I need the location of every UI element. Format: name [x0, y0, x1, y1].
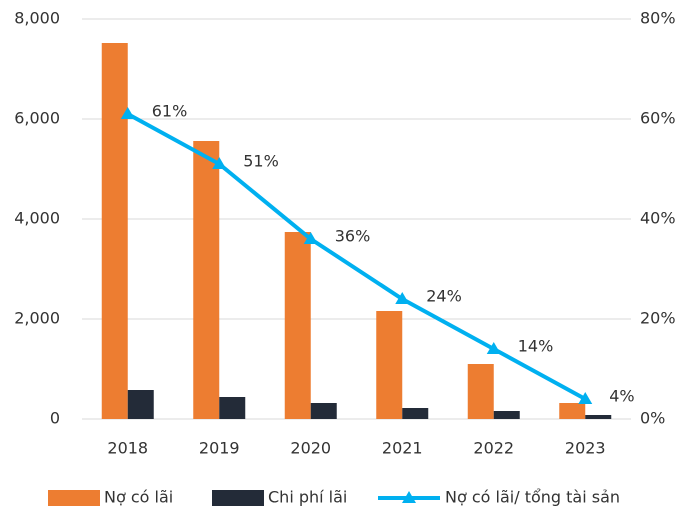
y2-tick-label: 80%: [640, 9, 676, 28]
bar: [219, 397, 246, 419]
x-tick-label: 2021: [382, 439, 423, 458]
line-marker: [578, 392, 593, 404]
data-label: 51%: [243, 152, 279, 171]
legend-swatch: [212, 490, 264, 506]
data-label: 4%: [609, 387, 634, 406]
x-tick-label: 2023: [565, 439, 606, 458]
y2-tick-label: 40%: [640, 209, 676, 228]
bar: [493, 411, 520, 419]
legend-label: Nợ có lãi/ tổng tài sản: [445, 488, 620, 507]
line-marker: [395, 292, 410, 304]
bar: [284, 232, 311, 419]
line: [126, 112, 587, 401]
x-tick-label: 2020: [290, 439, 331, 458]
y2-tick-label: 20%: [640, 309, 676, 328]
bar: [310, 403, 337, 419]
line-marker: [120, 107, 135, 119]
data-label: 36%: [335, 227, 371, 246]
x-tick-label: 2019: [199, 439, 240, 458]
legend-label: Nợ có lãi: [104, 488, 173, 507]
bar: [376, 311, 403, 419]
line-marker: [303, 232, 318, 244]
y-tick-label: 6,000: [14, 109, 60, 128]
y-tick-label: 8,000: [14, 9, 60, 28]
legend-marker: [402, 491, 416, 503]
bar: [101, 43, 128, 419]
y-tick-label: 0: [50, 409, 60, 428]
data-label: 14%: [518, 337, 554, 356]
bar: [193, 141, 220, 419]
y-tick-label: 4,000: [14, 209, 60, 228]
line-marker: [212, 157, 227, 169]
line-marker: [486, 342, 501, 354]
y2-tick-label: 0%: [640, 409, 665, 428]
bar: [467, 364, 494, 419]
y2-tick-label: 60%: [640, 109, 676, 128]
y-tick-label: 2,000: [14, 309, 60, 328]
legend-label: Chi phí lãi: [268, 488, 347, 507]
bar: [585, 415, 612, 419]
data-label: 24%: [426, 287, 462, 306]
x-tick-label: 2022: [473, 439, 514, 458]
bar: [559, 403, 586, 419]
legend-swatch: [48, 490, 100, 506]
bar: [402, 408, 429, 419]
bar: [127, 390, 154, 419]
data-label: 61%: [152, 102, 188, 121]
x-tick-label: 2018: [107, 439, 148, 458]
